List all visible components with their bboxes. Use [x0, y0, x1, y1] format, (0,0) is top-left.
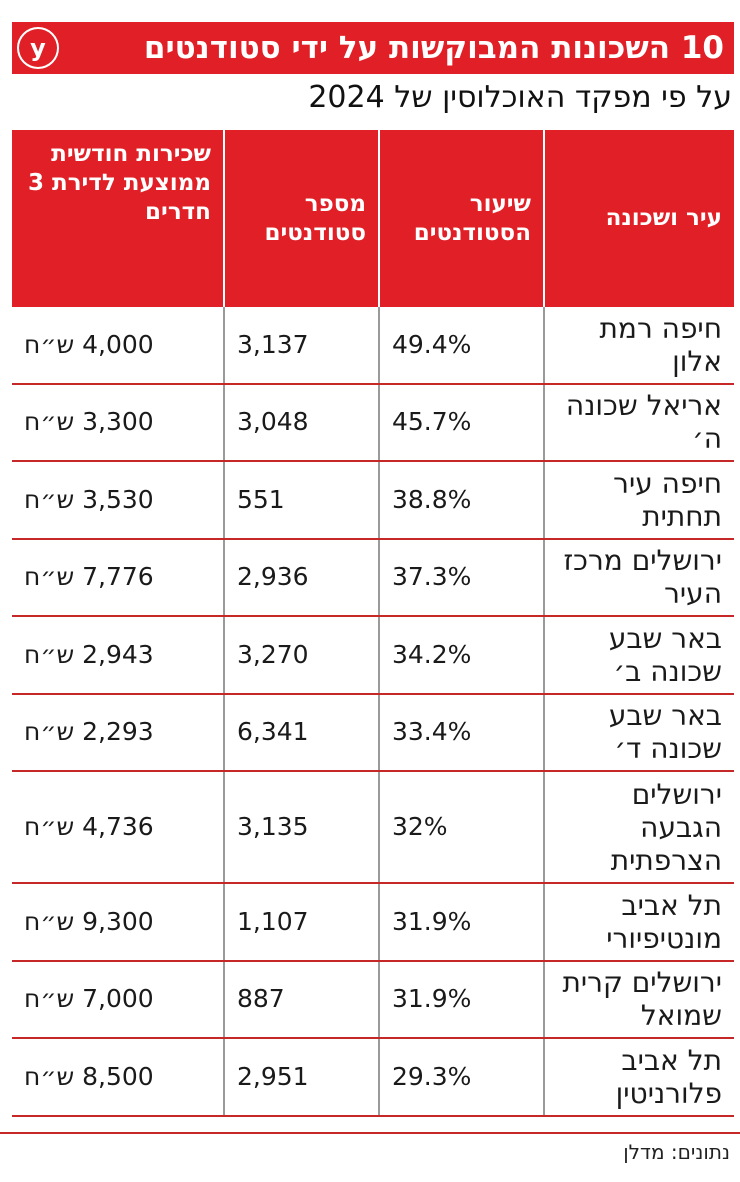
cell-students: 3,135: [223, 771, 379, 884]
table-row: ירושלים מרכז העיר 37.3% 2,936 7,776 ש״ח: [12, 538, 734, 617]
cell-ratio: 38.8%: [378, 461, 544, 540]
cell-place: ירושלים מרכז העיר: [543, 538, 734, 617]
cell-students: 1,107: [223, 883, 379, 962]
cell-ratio: 31.9%: [378, 883, 544, 962]
cell-ratio: 37.3%: [378, 538, 544, 617]
table-row: תל אביב פלורניטין 29.3% 2,951 8,500 ש״ח: [12, 1038, 734, 1117]
cell-place: חיפה עיר תחתית: [543, 461, 734, 540]
column-header-students: מספר סטודנטים: [223, 130, 379, 307]
footer-divider: [0, 1132, 740, 1134]
cell-rent: 4,000 ש״ח: [12, 307, 224, 385]
cell-ratio: 31.9%: [378, 960, 544, 1039]
page-subtitle: על פי מפקד האוכלוסין של 2024: [308, 80, 732, 115]
cell-place: ירושלים קרית שמואל: [543, 960, 734, 1039]
cell-place: אריאל שכונה ה׳: [543, 383, 734, 462]
cell-place: תל אביב מונטיפיורי: [543, 883, 734, 962]
cell-place: תל אביב פלורניטין: [543, 1038, 734, 1117]
cell-students: 6,341: [223, 693, 379, 772]
neighborhoods-table: עיר ושכונה שיעור הסטודנטים מספר סטודנטים…: [12, 130, 734, 1117]
cell-ratio: 45.7%: [378, 383, 544, 462]
table-row: חיפה עיר תחתית 38.8% 551 3,530 ש״ח: [12, 461, 734, 540]
cell-students: 551: [223, 461, 379, 540]
cell-rent: 2,943 ש״ח: [12, 616, 224, 695]
table-row: אריאל שכונה ה׳ 45.7% 3,048 3,300 ש״ח: [12, 383, 734, 462]
cell-ratio: 34.2%: [378, 616, 544, 695]
column-header-ratio: שיעור הסטודנטים: [378, 130, 544, 307]
cell-rent: 3,300 ש״ח: [12, 383, 224, 462]
cell-students: 3,137: [223, 307, 379, 385]
cell-ratio: 33.4%: [378, 693, 544, 772]
cell-rent: 7,000 ש״ח: [12, 960, 224, 1039]
cell-rent: 2,293 ש״ח: [12, 693, 224, 772]
cell-place: ירושלים הגבעה הצרפתית: [543, 771, 734, 884]
cell-students: 3,048: [223, 383, 379, 462]
cell-ratio: 49.4%: [378, 307, 544, 385]
table-row: תל אביב מונטיפיורי 31.9% 1,107 9,300 ש״ח: [12, 883, 734, 962]
page-title: 10 השכונות המבוקשות על ידי סטודנטים: [143, 30, 724, 66]
cell-place: באר שבע שכונה ב׳: [543, 616, 734, 695]
column-header-rent: שכירות חודשית ממוצעת לדירת 3 חדרים: [12, 130, 224, 307]
cell-ratio: 29.3%: [378, 1038, 544, 1117]
table-header-row: עיר ושכונה שיעור הסטודנטים מספר סטודנטים…: [12, 130, 734, 307]
table-row: ירושלים קרית שמואל 31.9% 887 7,000 ש״ח: [12, 960, 734, 1039]
cell-place: חיפה רמת אלון: [543, 307, 734, 385]
table-row: באר שבע שכונה ב׳ 34.2% 3,270 2,943 ש״ח: [12, 616, 734, 695]
cell-rent: 4,736 ש״ח: [12, 771, 224, 884]
table-row: חיפה רמת אלון 49.4% 3,137 4,000 ש״ח: [12, 307, 734, 385]
table-row: ירושלים הגבעה הצרפתית 32% 3,135 4,736 ש״…: [12, 771, 734, 884]
cell-rent: 9,300 ש״ח: [12, 883, 224, 962]
cell-ratio: 32%: [378, 771, 544, 884]
cell-students: 3,270: [223, 616, 379, 695]
cell-place: באר שבע שכונה ד׳: [543, 693, 734, 772]
cell-rent: 8,500 ש״ח: [12, 1038, 224, 1117]
publisher-logo: y: [14, 24, 62, 72]
cell-students: 2,951: [223, 1038, 379, 1117]
source-credit: נתונים: מדלן: [623, 1140, 730, 1164]
cell-rent: 7,776 ש״ח: [12, 538, 224, 617]
logo-letter: y: [19, 29, 57, 67]
column-header-place: עיר ושכונה: [543, 130, 734, 307]
cell-rent: 3,530 ש״ח: [12, 461, 224, 540]
cell-students: 2,936: [223, 538, 379, 617]
table-row: באר שבע שכונה ד׳ 33.4% 6,341 2,293 ש״ח: [12, 693, 734, 772]
title-bar: 10 השכונות המבוקשות על ידי סטודנטים: [12, 22, 734, 74]
cell-students: 887: [223, 960, 379, 1039]
